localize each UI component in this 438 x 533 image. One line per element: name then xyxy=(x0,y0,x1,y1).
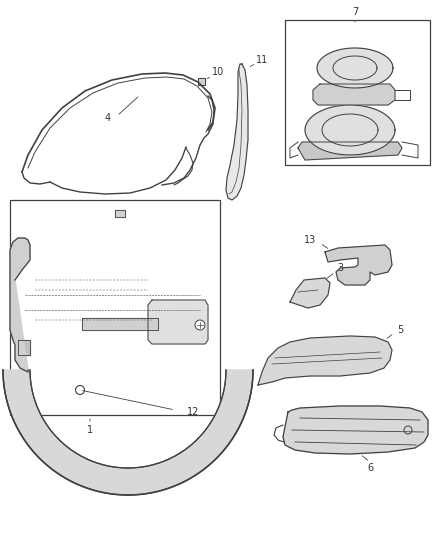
Polygon shape xyxy=(18,340,30,355)
Text: 3: 3 xyxy=(336,263,342,273)
Bar xyxy=(284,20,429,165)
Polygon shape xyxy=(226,64,247,200)
Text: 6: 6 xyxy=(366,463,372,473)
Text: 10: 10 xyxy=(212,67,224,77)
Polygon shape xyxy=(290,278,329,308)
Text: 12: 12 xyxy=(187,407,199,417)
Polygon shape xyxy=(82,318,158,330)
Bar xyxy=(10,200,219,415)
Polygon shape xyxy=(198,78,205,85)
Polygon shape xyxy=(3,370,252,495)
Polygon shape xyxy=(324,245,391,285)
Text: 11: 11 xyxy=(255,55,268,65)
Text: 5: 5 xyxy=(396,325,402,335)
Polygon shape xyxy=(115,210,125,217)
Text: 1: 1 xyxy=(87,425,93,435)
Polygon shape xyxy=(312,84,394,105)
Polygon shape xyxy=(10,238,30,372)
Polygon shape xyxy=(297,142,401,160)
Text: 7: 7 xyxy=(351,7,357,17)
Polygon shape xyxy=(283,406,427,454)
Polygon shape xyxy=(148,300,208,344)
Polygon shape xyxy=(304,105,394,155)
Text: 13: 13 xyxy=(303,235,315,245)
Text: 4: 4 xyxy=(105,113,111,123)
Circle shape xyxy=(194,320,205,330)
Polygon shape xyxy=(316,48,392,88)
Polygon shape xyxy=(258,336,391,385)
